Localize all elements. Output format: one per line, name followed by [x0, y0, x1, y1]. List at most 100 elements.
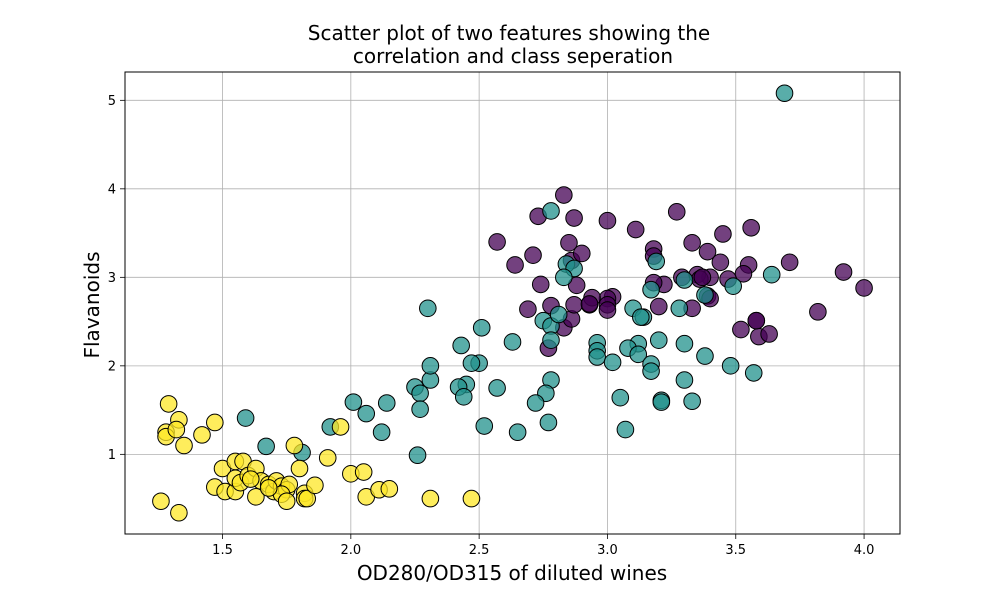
scatter-point-class-1	[696, 286, 714, 304]
scatter-point-class-0	[565, 209, 583, 227]
scatter-point-class-1	[503, 333, 522, 351]
scatter-point-class-0	[667, 203, 686, 221]
scatter-point-class-0	[524, 246, 542, 265]
scatter-point-class-1	[344, 393, 363, 411]
scatter-point-class-1	[421, 357, 440, 375]
scatter-point-class-1	[647, 252, 666, 271]
scatter-point-class-1	[724, 277, 742, 295]
scatter-points	[152, 84, 873, 522]
scatter-point-class-2	[421, 489, 440, 508]
scatter-point-class-0	[683, 234, 701, 252]
scatter-point-class-1	[411, 400, 429, 419]
x-tick-label: 2.5	[469, 543, 490, 558]
scatter-point-class-1	[462, 354, 481, 372]
scatter-point-class-0	[560, 234, 578, 252]
scatter-point-class-1	[652, 393, 671, 411]
scatter-point-class-2	[306, 476, 324, 495]
scatter-point-class-0	[834, 263, 853, 281]
scatter-point-class-0	[649, 297, 668, 316]
scatter-point-class-2	[462, 489, 481, 508]
scatter-point-class-1	[683, 392, 701, 411]
scatter-point-class-1	[642, 362, 660, 380]
scatter-point-class-2	[170, 503, 188, 522]
scatter-point-class-0	[693, 268, 712, 287]
scatter-point-class-0	[780, 253, 799, 272]
scatter-point-class-1	[236, 409, 255, 427]
scatter-point-class-0	[760, 325, 778, 343]
scatter-point-class-1	[539, 413, 558, 432]
y-tick-label: 4	[108, 182, 116, 197]
scatter-point-class-1	[603, 353, 622, 372]
scatter-point-class-0	[742, 218, 760, 237]
scatter-point-class-2	[259, 479, 278, 497]
scatter-point-class-0	[506, 256, 524, 274]
x-tick-label: 1.5	[212, 543, 233, 558]
scatter-point-class-1	[542, 331, 560, 349]
scatter-point-class-1	[475, 417, 494, 435]
scatter-point-class-0	[598, 301, 617, 319]
scatter-point-class-2	[193, 426, 211, 444]
scatter-point-class-0	[732, 320, 750, 339]
scatter-point-class-2	[159, 395, 178, 413]
scatter-point-class-0	[711, 253, 730, 272]
scatter-point-class-1	[629, 345, 648, 364]
scatter-point-class-1	[549, 305, 568, 324]
scatter-point-class-1	[508, 423, 527, 442]
scatter-point-class-0	[567, 276, 586, 295]
scatter-point-class-1	[488, 379, 506, 397]
y-axis-label: Flavanoids	[80, 252, 104, 359]
scatter-point-class-0	[626, 220, 645, 239]
scatter-point-class-2	[241, 470, 260, 488]
scatter-point-class-2	[175, 436, 193, 455]
scatter-point-class-2	[331, 418, 350, 436]
scatter-point-class-0	[714, 225, 732, 243]
x-axis-label: OD280/OD315 of diluted wines	[357, 561, 667, 585]
scatter-point-class-1	[526, 394, 545, 412]
chart-title-line-1: Scatter plot of two features showing the	[308, 21, 710, 45]
scatter-point-class-1	[675, 371, 694, 389]
y-tick-label: 3	[108, 271, 116, 286]
scatter-point-class-1	[649, 331, 668, 349]
x-tick-label: 4.0	[854, 543, 875, 558]
scatter-point-class-0	[855, 279, 873, 297]
y-tick-label: 2	[108, 359, 116, 374]
scatter-point-class-2	[152, 492, 170, 511]
y-tick-label: 1	[108, 448, 116, 463]
scatter-point-class-2	[290, 459, 309, 478]
x-tick-label: 2.0	[340, 543, 361, 558]
scatter-point-class-1	[616, 420, 635, 439]
chart-title-line-2: correlation and class seperation	[353, 44, 673, 68]
scatter-point-class-0	[519, 300, 537, 318]
x-tick-label: 3.5	[725, 543, 746, 558]
scatter-point-class-0	[698, 242, 717, 261]
scatter-point-class-0	[572, 244, 591, 263]
scatter-point-class-1	[542, 202, 560, 220]
scatter-point-class-1	[642, 280, 660, 299]
scatter-point-class-1	[675, 271, 694, 289]
scatter-point-class-1	[762, 265, 781, 284]
scatter-point-class-1	[696, 347, 714, 365]
scatter-point-class-2	[167, 420, 186, 439]
scatter-point-class-2	[318, 449, 337, 467]
scatter-point-class-2	[277, 492, 296, 511]
scatter-point-class-2	[247, 488, 265, 506]
x-tick-label: 3.0	[597, 543, 618, 558]
scatter-point-class-0	[580, 295, 599, 313]
scatter-point-class-0	[747, 311, 766, 330]
scatter-point-class-1	[472, 318, 491, 337]
scatter-point-class-2	[206, 413, 224, 432]
scatter-point-class-1	[670, 299, 689, 318]
scatter-point-class-1	[721, 357, 740, 375]
scatter-point-class-1	[675, 334, 694, 353]
scatter-point-class-2	[380, 480, 399, 498]
scatter-point-class-0	[565, 295, 583, 314]
scatter-point-class-0	[598, 211, 617, 230]
scatter-point-class-1	[555, 268, 573, 287]
scatter-point-class-1	[419, 299, 437, 318]
scatter-point-class-1	[454, 388, 473, 406]
plot-frame	[124, 71, 901, 535]
scatter-point-class-0	[734, 264, 753, 283]
scatter-point-class-1	[588, 348, 606, 366]
